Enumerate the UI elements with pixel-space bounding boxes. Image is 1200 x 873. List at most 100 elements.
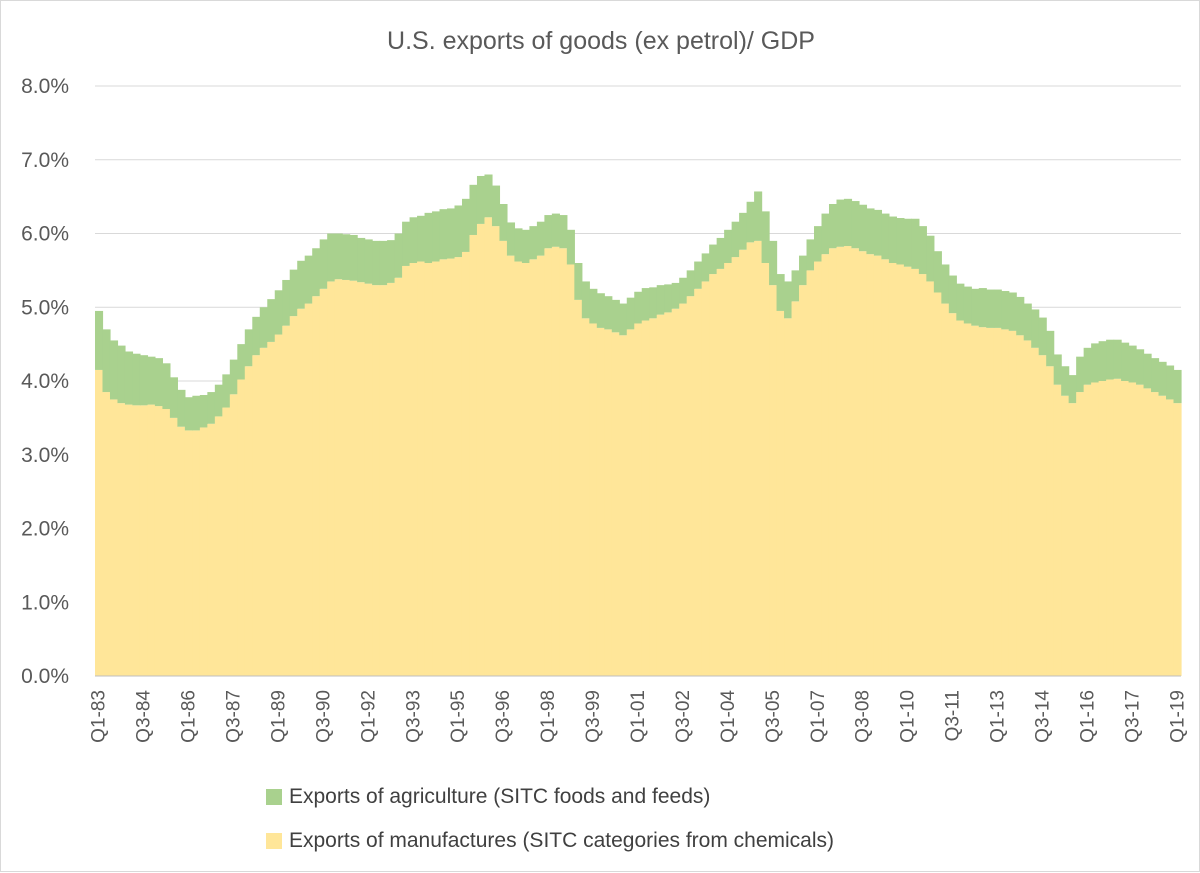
agriculture-bar <box>1061 366 1070 396</box>
agriculture-bar <box>409 217 418 263</box>
manufactures-bar <box>544 248 553 676</box>
manufactures-bar <box>828 248 838 676</box>
agriculture-bar <box>963 286 972 324</box>
manufactures-bar <box>866 254 875 676</box>
agriculture-bar <box>334 233 343 280</box>
manufactures-bar <box>162 409 171 676</box>
manufactures-bar <box>1128 382 1137 676</box>
agriculture-bar <box>948 275 957 314</box>
agriculture-bar <box>529 226 538 260</box>
agriculture-bar <box>1098 341 1107 381</box>
manufactures-bar <box>102 392 111 676</box>
agriculture-bar <box>589 288 598 324</box>
x-tick-label: Q3-87 <box>224 690 245 743</box>
agriculture-bar <box>581 281 590 319</box>
manufactures-bar <box>671 308 680 676</box>
legend-label: Exports of agriculture (SITC foods and f… <box>289 785 710 808</box>
agriculture-bar <box>544 215 553 249</box>
manufactures-bar <box>656 314 665 676</box>
agriculture-bar <box>641 288 650 321</box>
manufactures-bar <box>806 270 815 676</box>
manufactures-bar <box>971 325 980 676</box>
manufactures-bar <box>447 258 456 676</box>
agriculture-bar <box>776 274 785 311</box>
agriculture-bar <box>769 240 778 286</box>
agriculture-bar <box>476 175 486 224</box>
manufactures-bar <box>297 308 306 676</box>
manufactures-bar <box>461 251 471 676</box>
agriculture-bar <box>349 234 358 281</box>
manufactures-bar <box>754 240 763 676</box>
manufactures-bar <box>716 268 725 676</box>
agriculture-bar <box>761 211 770 263</box>
agriculture-bar <box>454 205 463 258</box>
agriculture-bar <box>214 384 223 417</box>
agriculture-bar <box>1068 375 1077 404</box>
agriculture-bar <box>184 397 193 431</box>
manufactures-bar <box>1091 382 1100 676</box>
agriculture-bar <box>424 212 433 263</box>
manufactures-bar <box>199 427 208 676</box>
manufactures-bar <box>259 347 268 676</box>
x-tick-label: Q3-90 <box>313 690 334 743</box>
agriculture-bar <box>656 285 665 315</box>
x-tick-label: Q1-13 <box>988 690 1009 743</box>
agriculture-bar <box>461 198 471 252</box>
manufactures-bar <box>476 223 486 676</box>
agriculture-bar <box>731 221 740 258</box>
manufactures-bar <box>851 248 860 676</box>
manufactures-bar <box>184 430 193 676</box>
agriculture-bar <box>177 389 186 427</box>
manufactures-bar <box>731 257 740 676</box>
agriculture-bar <box>814 226 823 262</box>
manufactures-bar <box>551 246 560 676</box>
agriculture-bar <box>304 255 313 304</box>
manufactures-bar <box>619 335 628 676</box>
agriculture-bar <box>162 363 171 410</box>
agriculture-bar <box>199 395 208 428</box>
manufactures-bar <box>574 299 583 676</box>
agriculture-bar <box>267 299 276 342</box>
agriculture-bar <box>1038 317 1047 356</box>
manufactures-bar <box>1061 395 1070 676</box>
manufactures-bar <box>1023 340 1032 676</box>
manufactures-bar <box>559 248 568 676</box>
manufactures-bar <box>903 266 912 676</box>
x-tick-label: Q3-14 <box>1032 690 1053 743</box>
agriculture-bar <box>978 288 987 328</box>
agriculture-bar <box>327 233 336 282</box>
manufactures-bar <box>1173 403 1182 676</box>
agriculture-bar <box>551 213 560 247</box>
agriculture-bar <box>1106 339 1115 380</box>
agriculture-bar <box>282 279 291 326</box>
agriculture-bar <box>274 290 283 335</box>
manufactures-bar <box>1016 335 1025 676</box>
manufactures-bar <box>192 430 201 676</box>
agriculture-bar <box>858 204 868 252</box>
agriculture-bar <box>506 222 516 256</box>
manufactures-bar <box>132 405 141 676</box>
manufactures-bar <box>491 226 501 676</box>
manufactures-bar <box>521 263 530 676</box>
manufactures-bar <box>1053 384 1062 676</box>
x-tick-label: Q1-16 <box>1077 690 1098 743</box>
manufactures-bar <box>1158 395 1167 676</box>
agriculture-bar <box>229 359 238 395</box>
manufactures-bar <box>432 261 441 676</box>
x-tick-label: Q3-02 <box>673 690 694 743</box>
x-tick-label: Q1-89 <box>268 690 289 743</box>
agriculture-bar <box>866 208 875 255</box>
x-tick-label: Q3-96 <box>493 690 514 743</box>
manufactures-bar <box>701 281 710 676</box>
manufactures-bar <box>402 265 411 676</box>
agriculture-bar <box>432 211 441 262</box>
manufactures-bar <box>409 263 418 676</box>
manufactures-bar <box>536 255 545 676</box>
agriculture-bar <box>993 289 1002 328</box>
manufactures-bar <box>709 274 718 676</box>
agriculture-bar <box>724 229 733 263</box>
agriculture-bar <box>828 204 838 249</box>
agriculture-bar <box>851 201 860 249</box>
x-tick-label: Q1-92 <box>358 690 379 743</box>
agriculture-bar <box>956 283 965 321</box>
